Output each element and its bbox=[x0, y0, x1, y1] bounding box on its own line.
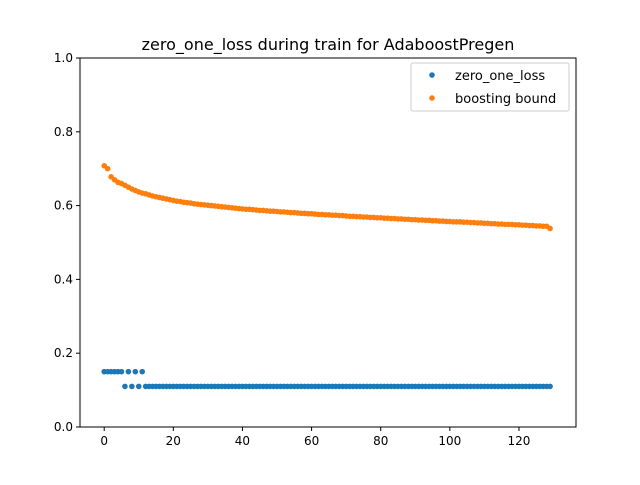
y-tick-label: 0.2 bbox=[54, 346, 73, 360]
point-zero-one-loss-7 bbox=[125, 368, 132, 375]
legend-marker-boosting-bound bbox=[429, 95, 435, 101]
plot-frame bbox=[79, 57, 577, 428]
y-tick-label: 0.0 bbox=[54, 420, 73, 434]
x-tick-label: 80 bbox=[373, 434, 388, 448]
point-zero-one-loss-5 bbox=[118, 368, 125, 375]
point-boosting-bound-129 bbox=[547, 225, 553, 232]
x-tick-label: 100 bbox=[438, 434, 461, 448]
legend-label-boosting-bound: boosting bound bbox=[455, 92, 556, 107]
point-zero-one-loss-129 bbox=[547, 383, 553, 390]
legend-label-zero-one-loss: zero_one_loss bbox=[455, 69, 545, 84]
point-zero-one-loss-9 bbox=[132, 368, 139, 375]
y-tick-label: 0.4 bbox=[54, 272, 73, 286]
point-zero-one-loss-8 bbox=[129, 383, 135, 390]
y-tick-label: 0.8 bbox=[54, 125, 73, 139]
legend: zero_one_loss boosting bound bbox=[410, 62, 570, 112]
x-axis: 0 20 40 60 80 100 120 bbox=[100, 427, 530, 448]
y-tick-label: 1.0 bbox=[54, 51, 73, 65]
x-tick-label: 60 bbox=[304, 434, 319, 448]
legend-box bbox=[410, 62, 570, 112]
x-tick-label: 20 bbox=[166, 434, 181, 448]
point-zero-one-loss-11 bbox=[139, 368, 146, 375]
x-tick-label: 0 bbox=[100, 434, 108, 448]
points-layer bbox=[101, 162, 553, 390]
point-boosting-bound-1 bbox=[104, 165, 111, 172]
x-tick-label: 120 bbox=[508, 434, 531, 448]
chart-title: zero_one_loss during train for AdaboostP… bbox=[142, 35, 515, 55]
x-tick-label: 40 bbox=[235, 434, 250, 448]
legend-marker-zero-one-loss bbox=[429, 72, 435, 78]
point-zero-one-loss-6 bbox=[122, 383, 128, 390]
point-zero-one-loss-10 bbox=[135, 383, 142, 390]
y-axis: 0.0 0.2 0.4 0.6 0.8 1.0 bbox=[54, 51, 80, 434]
y-tick-label: 0.6 bbox=[54, 199, 73, 213]
plot-area bbox=[80, 58, 576, 427]
